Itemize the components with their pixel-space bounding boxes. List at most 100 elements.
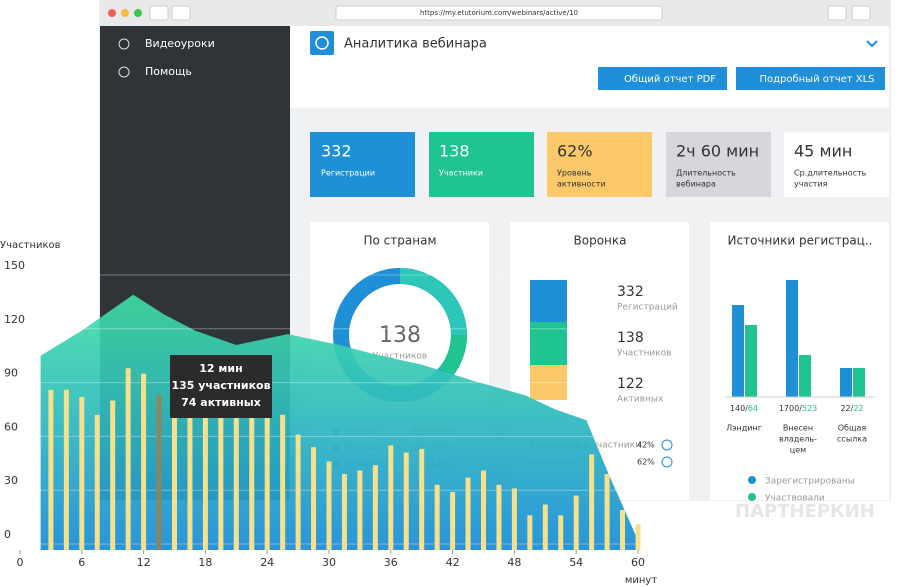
source-label: Внесен	[783, 424, 813, 433]
button[interactable]	[736, 67, 885, 90]
page-title: Аналитика вебинара	[344, 37, 487, 52]
share-button[interactable]	[827, 5, 847, 21]
bar	[156, 395, 162, 550]
participated-count: 523	[802, 404, 817, 413]
source-label: цем	[790, 446, 806, 455]
bar	[496, 484, 502, 550]
separator: /	[851, 404, 854, 413]
y-tick-label: 150	[4, 259, 25, 272]
tooltip-line: 74 активных	[181, 396, 261, 409]
funnel-value: 122	[617, 376, 644, 392]
bar	[280, 414, 286, 550]
x-tick-label: 60	[631, 556, 645, 569]
bar	[326, 461, 332, 550]
forward-button[interactable]	[171, 5, 191, 21]
stat-label: Длительность	[676, 169, 736, 178]
source-counts: 140/64	[730, 404, 758, 413]
bar	[79, 396, 85, 550]
x-tick-label: 54	[569, 556, 583, 569]
stat-label: Уровень	[557, 169, 592, 178]
registered-count: 140	[730, 404, 745, 413]
bar	[527, 515, 533, 550]
legend-item: Зарегистрированы	[765, 477, 855, 487]
bar	[341, 474, 347, 550]
bar	[465, 477, 471, 550]
x-axis-label: минут	[625, 575, 657, 586]
stat-value: 332	[321, 142, 352, 161]
button[interactable]	[598, 67, 727, 90]
stat-value: 62%	[557, 142, 593, 161]
bar	[141, 373, 147, 550]
tabs-button[interactable]	[851, 5, 871, 21]
bar	[573, 495, 579, 550]
bar	[558, 515, 564, 550]
sidebar-item[interactable]: Помощь	[145, 65, 192, 78]
bar	[620, 509, 626, 550]
separator: /	[799, 404, 802, 413]
bar	[48, 389, 54, 550]
x-tick-label: 12	[137, 556, 151, 569]
funnel-label: Активных	[617, 395, 664, 405]
funnel-value: 138	[617, 330, 644, 346]
bar	[450, 491, 456, 550]
stat-value: 45 мин	[794, 142, 852, 161]
y-tick-label: 60	[4, 420, 18, 433]
bar	[403, 452, 409, 550]
collapse-icon[interactable]	[866, 40, 878, 48]
address-bar[interactable]	[335, 5, 663, 21]
source-counts: 22/22	[840, 404, 863, 413]
conversion-value: 42%	[637, 441, 655, 450]
registered-count: 1700	[779, 404, 799, 413]
bar	[357, 470, 363, 550]
bar	[511, 488, 517, 550]
bar	[311, 447, 317, 550]
bar	[63, 389, 69, 550]
tooltip-line: 12 мин	[199, 362, 242, 375]
funnel-label: Регистраций	[617, 303, 678, 313]
x-tick-label: 0	[17, 556, 24, 569]
source-counts: 1700/523	[779, 404, 817, 413]
bar	[264, 409, 270, 550]
bar	[249, 404, 255, 550]
y-tick-label: 120	[4, 313, 25, 326]
bar	[187, 393, 193, 550]
bar	[388, 445, 394, 550]
participated-count: 64	[748, 404, 758, 413]
bar	[94, 414, 100, 550]
tooltip-line: 135 участников	[171, 379, 270, 392]
sidebar-item[interactable]: Видеоуроки	[145, 37, 215, 50]
bar	[125, 368, 131, 550]
bar	[604, 474, 610, 550]
panel-title: По странам	[364, 234, 437, 248]
separator: /	[745, 404, 748, 413]
source-label: владель-	[779, 435, 817, 444]
bar	[233, 400, 239, 550]
x-tick-label: 18	[198, 556, 212, 569]
bar	[372, 465, 378, 550]
conversion-value: 62%	[637, 458, 655, 467]
overlay-chart: 0 30 60 90 120 150 Участников 0 6 12 18 24 30 36 42 48 5…	[0, 240, 657, 586]
bar	[635, 524, 641, 550]
registered-count: 22	[840, 404, 850, 413]
tooltip	[170, 355, 272, 418]
x-tick-label: 30	[322, 556, 336, 569]
y-axis-label: Участников	[0, 240, 61, 251]
stat-label: активности	[557, 180, 606, 189]
panel-title: Воронка	[574, 234, 627, 248]
info-icon	[661, 439, 673, 451]
stat-label: вебинара	[676, 180, 716, 189]
bar	[481, 470, 486, 550]
source-label: Лэндинг	[726, 424, 762, 433]
participated-count: 22	[853, 404, 863, 413]
y-tick-label: 30	[4, 474, 18, 487]
donut-value: 138	[379, 323, 421, 348]
bar	[295, 434, 301, 550]
bar	[172, 386, 177, 550]
back-button[interactable]	[149, 5, 169, 21]
bar	[110, 400, 116, 550]
stat-value: 138	[439, 142, 470, 161]
info-icon	[661, 456, 673, 468]
funnel-value: 332	[617, 284, 644, 300]
stat-label: Ср.длительность	[794, 169, 867, 178]
